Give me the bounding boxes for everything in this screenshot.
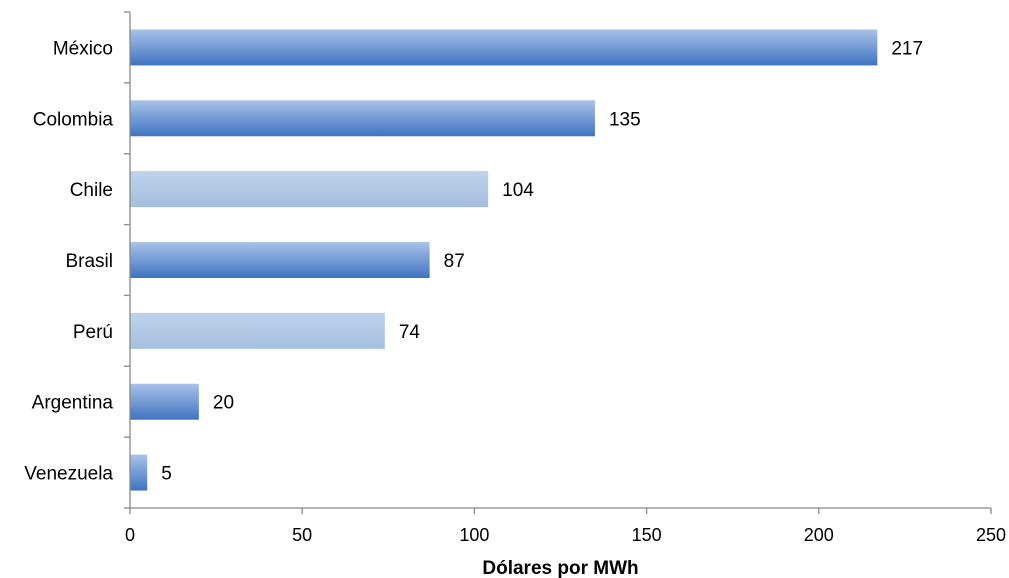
x-tick-label: 150	[632, 525, 662, 545]
bar-4	[130, 312, 385, 349]
x-tick-label: 0	[125, 525, 135, 545]
bar-5	[130, 383, 199, 420]
data-label: 135	[609, 109, 641, 130]
axes-group: México Colombia Chile Brasil Perú Argentina Ve…	[24, 11, 1006, 545]
x-tick-label: 100	[459, 525, 489, 545]
data-label: 20	[213, 393, 234, 414]
data-label: 87	[444, 251, 465, 272]
bar-2	[130, 171, 489, 208]
data-label: 74	[399, 322, 421, 343]
bar-1	[130, 100, 595, 137]
category-label: Argentina	[32, 393, 114, 414]
bar-0	[130, 29, 878, 66]
data-label: 104	[502, 180, 534, 201]
x-tick-label: 250	[976, 525, 1006, 545]
x-tick-label: 50	[292, 525, 312, 545]
category-label: Chile	[70, 180, 113, 201]
category-label: Venezuela	[24, 464, 113, 485]
bar-3	[130, 242, 430, 278]
category-label: Perú	[73, 322, 113, 343]
bars-group: 217 135 104 87 74 20 5	[130, 29, 923, 491]
data-label: 5	[161, 464, 172, 485]
category-label: Colombia	[33, 109, 114, 130]
data-label: 217	[891, 38, 923, 59]
category-label: México	[53, 38, 113, 59]
x-tick-label: 200	[804, 525, 834, 545]
bar-6	[130, 454, 148, 491]
category-label: Brasil	[65, 251, 113, 272]
x-axis-title: Dólares por MWh	[482, 558, 638, 578]
